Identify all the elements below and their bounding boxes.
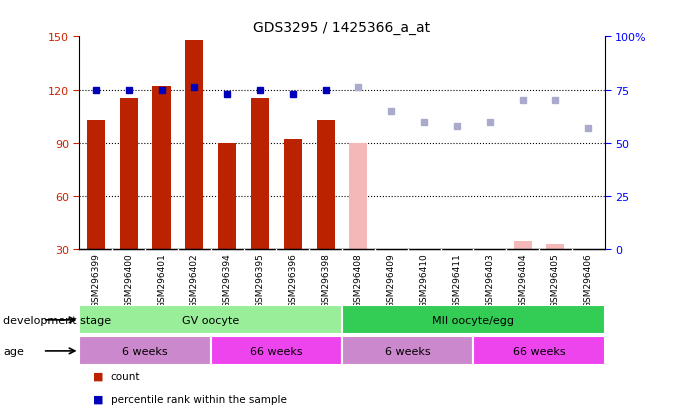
- Bar: [415, 250, 433, 276]
- Bar: [579, 250, 597, 271]
- Bar: [513, 241, 531, 250]
- Bar: [547, 244, 565, 250]
- Bar: [218, 144, 236, 250]
- Bar: [284, 140, 302, 250]
- Bar: [251, 99, 269, 250]
- Text: GSM296408: GSM296408: [354, 253, 363, 307]
- Bar: [87, 121, 105, 250]
- Text: GSM296398: GSM296398: [321, 253, 330, 307]
- Title: GDS3295 / 1425366_a_at: GDS3295 / 1425366_a_at: [254, 21, 430, 35]
- Bar: [79, 306, 342, 335]
- Text: 6 weeks: 6 weeks: [385, 346, 430, 356]
- Bar: [342, 306, 605, 335]
- Text: percentile rank within the sample: percentile rank within the sample: [111, 394, 287, 404]
- Text: GSM296409: GSM296409: [387, 253, 396, 307]
- Text: development stage: development stage: [3, 315, 111, 325]
- Text: GSM296399: GSM296399: [91, 253, 100, 307]
- Bar: [185, 41, 203, 250]
- Text: 66 weeks: 66 weeks: [250, 346, 303, 356]
- Text: GSM296410: GSM296410: [419, 253, 428, 307]
- Bar: [153, 87, 171, 250]
- Text: MII oocyte/egg: MII oocyte/egg: [433, 315, 514, 325]
- Text: count: count: [111, 371, 140, 381]
- Bar: [473, 337, 605, 366]
- Text: GSM296401: GSM296401: [157, 253, 166, 307]
- Text: ■: ■: [93, 394, 104, 404]
- Bar: [211, 337, 342, 366]
- Text: GSM296402: GSM296402: [190, 253, 199, 307]
- Text: 66 weeks: 66 weeks: [513, 346, 565, 356]
- Text: GV oocyte: GV oocyte: [182, 315, 239, 325]
- Bar: [342, 337, 473, 366]
- Text: 6 weeks: 6 weeks: [122, 346, 168, 356]
- Text: GSM296400: GSM296400: [124, 253, 133, 307]
- Text: ■: ■: [93, 371, 104, 381]
- Bar: [316, 121, 334, 250]
- Text: GSM296406: GSM296406: [584, 253, 593, 307]
- Text: GSM296404: GSM296404: [518, 253, 527, 307]
- Bar: [481, 250, 499, 268]
- Text: GSM296395: GSM296395: [256, 253, 265, 307]
- Bar: [79, 337, 211, 366]
- Bar: [448, 250, 466, 271]
- Bar: [120, 99, 138, 250]
- Text: GSM296411: GSM296411: [453, 253, 462, 307]
- Text: GSM296405: GSM296405: [551, 253, 560, 307]
- Text: age: age: [3, 346, 24, 356]
- Bar: [382, 250, 400, 254]
- Text: GSM296403: GSM296403: [485, 253, 494, 307]
- Bar: [350, 144, 368, 250]
- Text: GSM296394: GSM296394: [223, 253, 231, 307]
- Text: GSM296396: GSM296396: [288, 253, 297, 307]
